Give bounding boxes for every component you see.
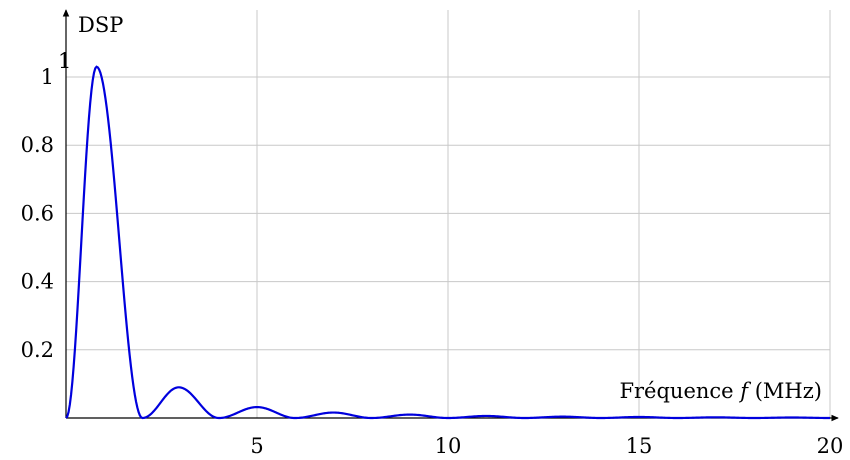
x-axis-label: Fréquence f (MHz) [619,379,822,403]
y-tick-label: 1 [41,65,54,89]
series-layer [65,65,830,420]
axes [62,9,839,422]
x-axis-label-text: Fréquence [619,379,740,403]
y-tick-label: 0.2 [21,338,54,362]
y-tick-label: 0.4 [21,270,54,294]
x-tick-label: 5 [250,434,263,458]
grid-lines [66,10,831,418]
x-tick-label: 20 [817,434,844,458]
stray-label: 1 [58,49,71,73]
tick-labels: 5 10 15 20 0.2 0.4 0.6 0.8 1 [21,65,844,458]
x-tick-label: 10 [435,434,462,458]
y-tick-label: 0.8 [21,133,54,157]
x-axis-label-var: f [738,379,751,403]
dsp-series-line [65,65,830,420]
x-tick-label: 15 [626,434,653,458]
y-tick-label: 0.6 [21,201,54,225]
x-axis-label-unit: (MHz) [748,379,822,403]
y-axis-label: DSP [78,13,123,37]
